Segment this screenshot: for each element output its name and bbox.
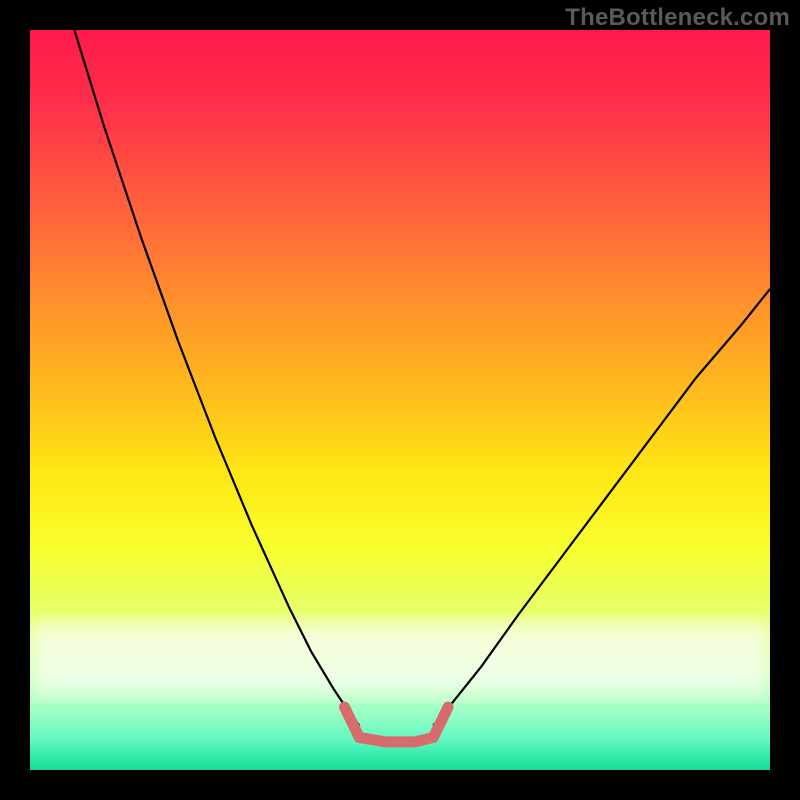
watermark-text: TheBottleneck.com — [565, 4, 790, 32]
chart-frame: TheBottleneck.com — [0, 0, 800, 800]
plot-area — [30, 30, 770, 770]
plot-svg — [30, 30, 770, 770]
bright-band — [30, 622, 770, 696]
